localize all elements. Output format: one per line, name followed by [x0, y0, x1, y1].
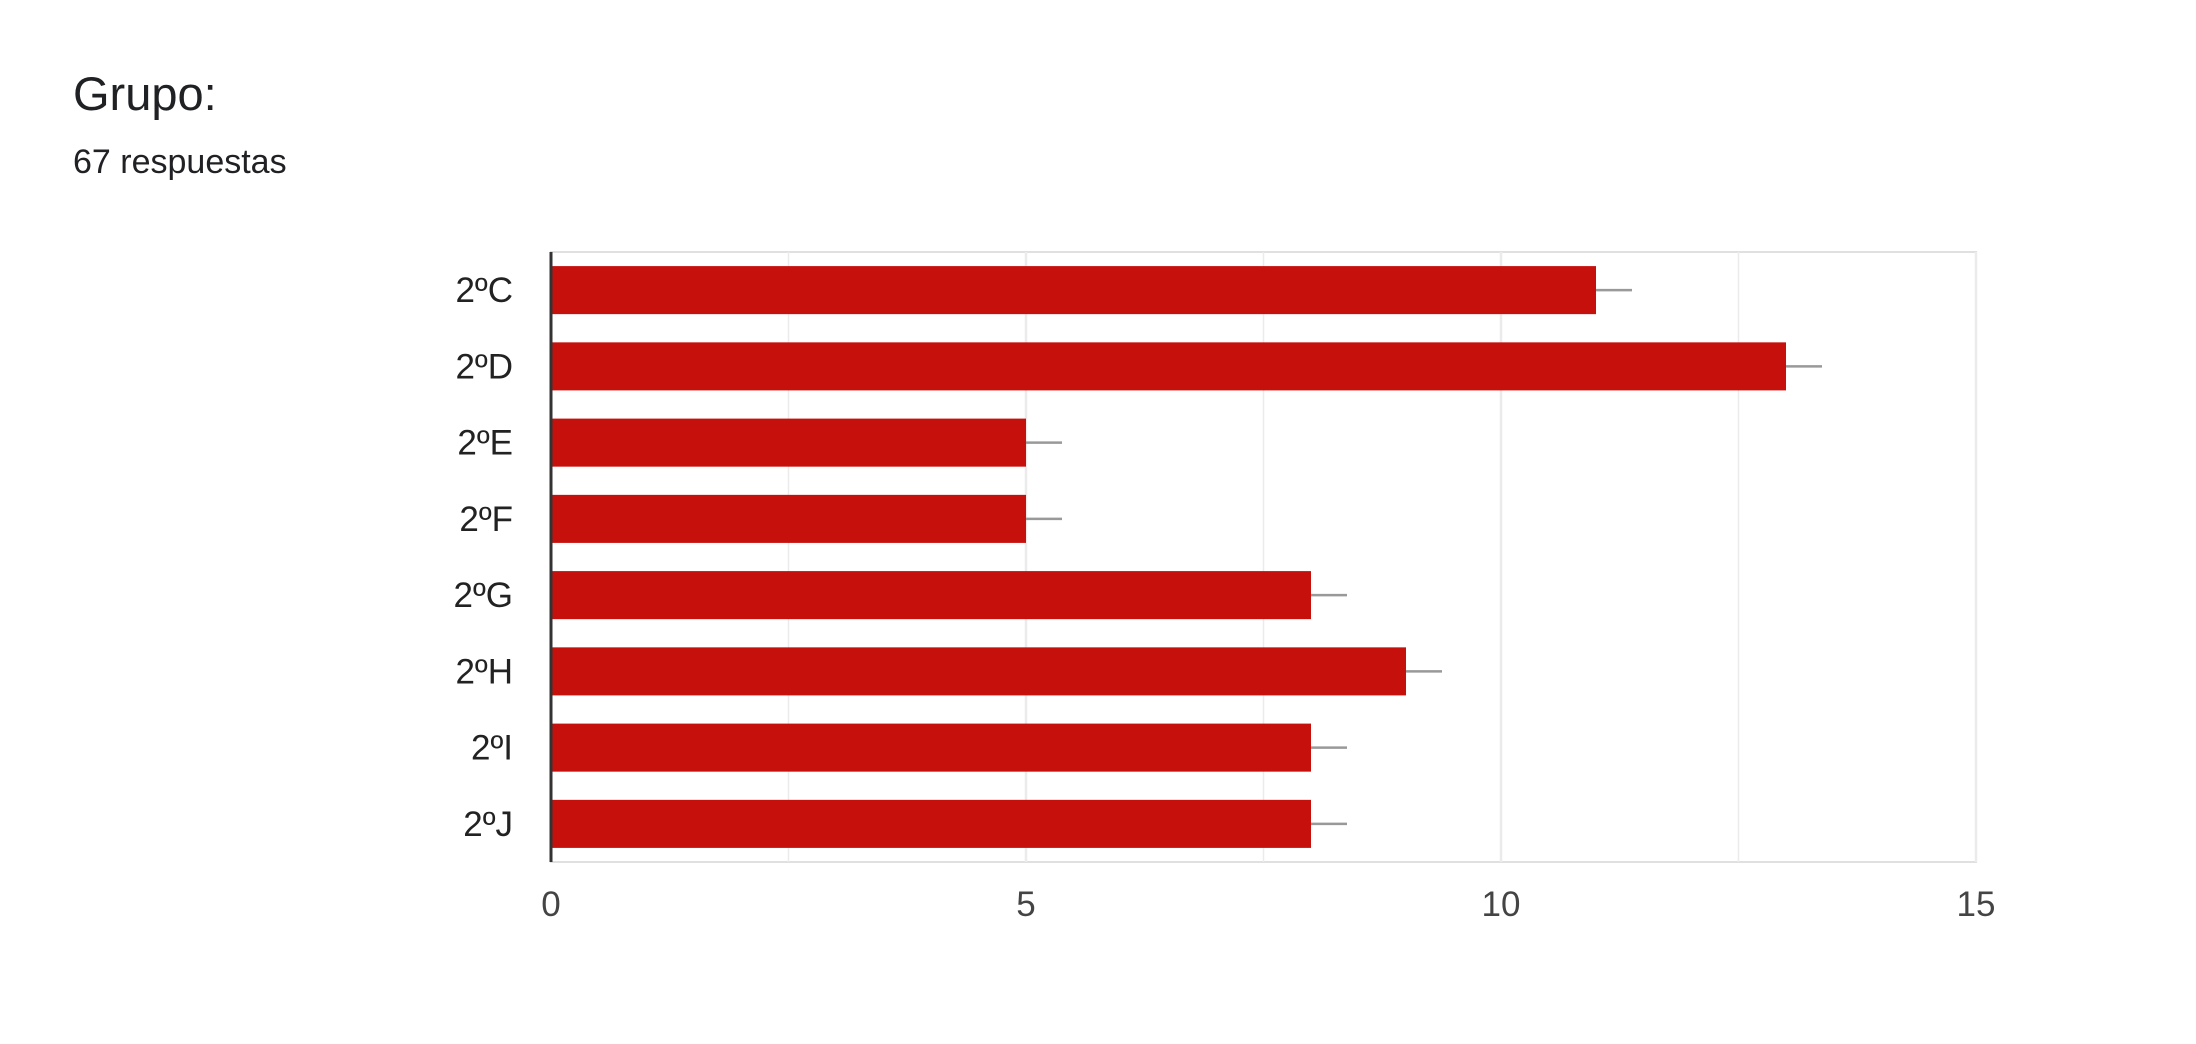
y-tick-label: 2ºE: [457, 424, 513, 463]
y-tick-label: 2ºC: [455, 271, 513, 310]
bar-2ºC: [551, 266, 1596, 315]
bar-2ºE: [551, 418, 1026, 467]
y-tick-label: 2ºD: [455, 347, 513, 386]
bar-2ºD: [551, 342, 1786, 391]
y-tick-label: 2ºG: [454, 576, 513, 615]
bar-2ºI: [551, 723, 1311, 772]
question-header: Grupo: 67 respuestas: [73, 70, 287, 179]
bar-2ºJ: [551, 799, 1311, 848]
response-count: 67 respuestas: [73, 143, 287, 181]
y-tick-label: 2ºH: [455, 652, 513, 691]
bar-2ºH: [551, 647, 1406, 696]
x-tick-label: 15: [1957, 885, 1996, 924]
y-tick-label: 2ºI: [471, 729, 513, 768]
question-title: Grupo:: [73, 67, 217, 120]
bar-2ºG: [551, 571, 1311, 620]
x-tick-label: 5: [1016, 885, 1035, 924]
bar-2ºF: [551, 494, 1026, 543]
x-tick-label: 0: [541, 885, 560, 924]
y-tick-label: 2ºJ: [463, 805, 513, 844]
y-tick-label: 2ºF: [459, 500, 513, 539]
x-tick-label: 10: [1482, 885, 1521, 924]
